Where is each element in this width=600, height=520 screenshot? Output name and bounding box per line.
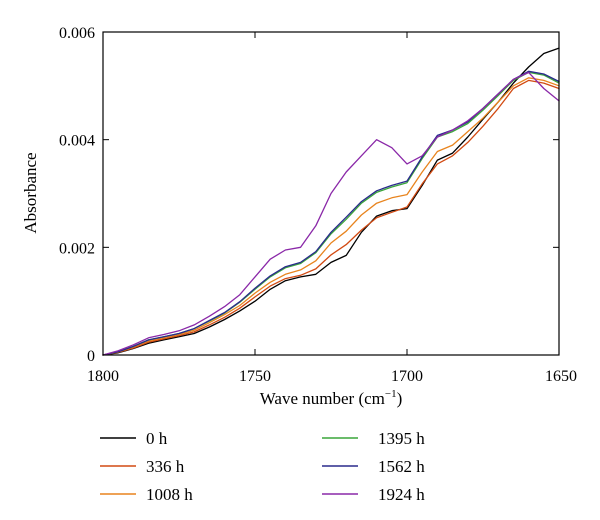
- y-tick-label-1: 0.002: [59, 240, 95, 257]
- y-tick-label-0: 0: [87, 348, 95, 365]
- series-line-1: [102, 79, 560, 356]
- y-tick-label-3: 0.006: [59, 25, 95, 42]
- x-axis-title-close: ): [397, 389, 403, 408]
- legend: 0 h 336 h 1008 h 1395 h 1562 h 1924 h: [100, 429, 425, 504]
- x-axis-title-superscript: −1: [385, 388, 397, 400]
- legend-label-5: 1924 h: [378, 485, 425, 504]
- legend-label-1: 336 h: [146, 457, 185, 476]
- series-line-5: [102, 71, 560, 356]
- x-tick-label-3: 1650: [545, 368, 577, 385]
- legend-label-2: 1008 h: [146, 485, 193, 504]
- series-line-4: [102, 70, 560, 356]
- x-tick-label-2: 1700: [391, 368, 423, 385]
- legend-label-0: 0 h: [146, 429, 168, 448]
- series-line-0: [102, 47, 560, 356]
- y-tick-label-2: 0.004: [59, 133, 95, 150]
- x-tick-label-0: 1800: [87, 368, 119, 385]
- legend-label-4: 1562 h: [378, 457, 425, 476]
- series-line-3: [102, 71, 560, 356]
- plot-frame: [102, 31, 560, 356]
- ticks-layer: 1800 1750 1700 1650 0 0.002 0.004 0.006: [59, 25, 577, 385]
- series-layer: [102, 47, 560, 356]
- x-axis-title-text: Wave number (cm: [260, 389, 385, 408]
- legend-label-3: 1395 h: [378, 429, 425, 448]
- x-axis-title: Wave number (cm−1): [260, 388, 403, 408]
- y-axis-title: Absorbance: [21, 152, 40, 233]
- x-tick-label-1: 1750: [239, 368, 271, 385]
- series-line-2: [102, 77, 560, 356]
